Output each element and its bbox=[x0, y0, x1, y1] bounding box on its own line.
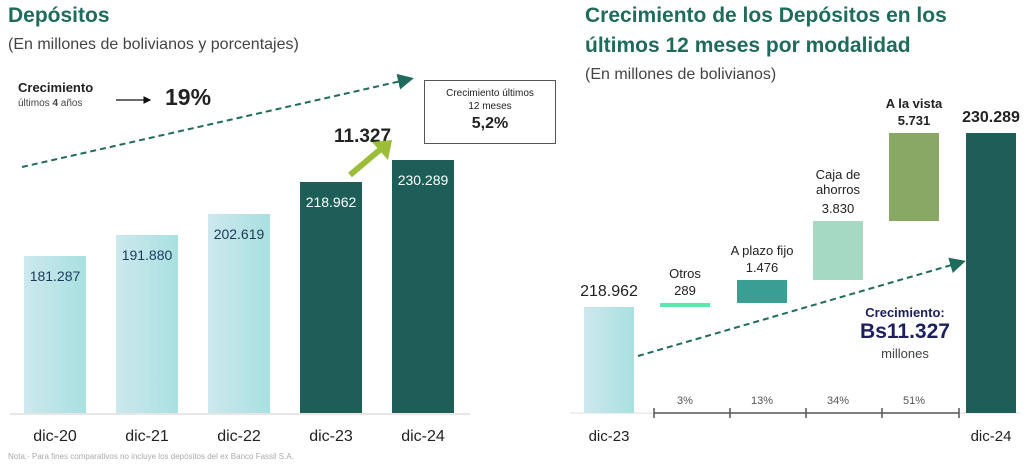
category-label: dic-24 bbox=[970, 428, 1012, 445]
category-label: dic-23 bbox=[588, 428, 630, 445]
right-growth-value: Bs11.327 bbox=[860, 320, 950, 343]
growth-sub-pre: últimos bbox=[18, 98, 53, 109]
waterfall-bar-0 bbox=[584, 306, 634, 413]
trend-arrow-right bbox=[637, 257, 966, 357]
bar-dic-20 bbox=[24, 255, 86, 413]
waterfall-bar-5 bbox=[966, 133, 1016, 413]
box-line1: Crecimiento últimos bbox=[446, 88, 534, 99]
box-value: 5,2% bbox=[471, 115, 509, 132]
waterfall-value-label: 230.289 bbox=[962, 109, 1020, 126]
right-growth-unit: millones bbox=[881, 346, 929, 361]
share-label: 13% bbox=[750, 395, 774, 407]
left-title: Depósitos bbox=[8, 4, 110, 27]
bar-dic-22 bbox=[208, 213, 270, 413]
bar-value-label: 191.880 bbox=[121, 246, 173, 263]
category-label: dic-21 bbox=[125, 428, 169, 445]
waterfall-bar-3 bbox=[813, 221, 863, 280]
share-label: 51% bbox=[902, 395, 926, 407]
box-line2: 12 meses bbox=[468, 101, 512, 112]
waterfall-bar-4 bbox=[889, 133, 939, 222]
share-label: 34% bbox=[826, 395, 850, 407]
footnote: Nota.- Para fines comparativos no incluy… bbox=[8, 452, 294, 461]
waterfall-value-label: 5.731 bbox=[897, 113, 931, 129]
waterfall-category-label: A la vista bbox=[885, 96, 943, 112]
bar-dic-24 bbox=[392, 159, 454, 413]
waterfall-bar-1 bbox=[660, 302, 710, 307]
share-axis bbox=[653, 408, 960, 418]
right-subtitle: (En millones de bolivianos) bbox=[585, 66, 777, 83]
left-subtitle: (En millones de bolivianos y porcentajes… bbox=[8, 36, 299, 53]
growth-12m-box: Crecimiento últimos 12 meses 5,2% bbox=[424, 80, 556, 144]
growth-sub-num: 4 bbox=[52, 98, 59, 109]
waterfall-value-label: 218.962 bbox=[580, 282, 638, 300]
waterfall-value-label: 3.830 bbox=[821, 201, 855, 217]
category-label: dic-23 bbox=[309, 428, 353, 445]
right-title-1: Crecimiento de los Depósitos en los bbox=[585, 4, 947, 27]
bar-value-label: 230.289 bbox=[397, 171, 449, 188]
delta-arrow bbox=[348, 145, 384, 178]
category-label: dic-20 bbox=[33, 428, 77, 445]
bar-value-label: 218.962 bbox=[305, 193, 357, 210]
waterfall-value-label: 289 bbox=[674, 282, 696, 298]
trend-arrow-left bbox=[21, 73, 414, 168]
share-label: 3% bbox=[677, 395, 693, 407]
right-growth-label: Crecimiento: bbox=[865, 305, 945, 320]
waterfall-value-label: 1.476 bbox=[745, 259, 779, 275]
waterfall-category-label: Otros bbox=[669, 265, 701, 281]
bar-dic-21 bbox=[116, 234, 178, 413]
bar-value-label: 202.619 bbox=[213, 225, 265, 242]
waterfall-category-label: Caja de ahorros bbox=[815, 167, 861, 198]
right-title-2: últimos 12 meses por modalidad bbox=[585, 34, 911, 57]
bar-value-label: 181.287 bbox=[29, 267, 81, 284]
waterfall-bar-2 bbox=[737, 279, 787, 303]
bar-dic-23 bbox=[300, 181, 362, 413]
growth-sub-post: años bbox=[58, 98, 83, 109]
growth-sub: últimos 4 años bbox=[18, 98, 82, 109]
category-label: dic-24 bbox=[401, 428, 445, 445]
growth-value: 19% bbox=[165, 84, 212, 110]
right-growth: Crecimiento: Bs11.327 millones bbox=[850, 305, 960, 361]
category-label: dic-22 bbox=[217, 428, 261, 445]
growth-label: Crecimiento bbox=[18, 80, 94, 95]
waterfall-category-label: A plazo fijo bbox=[730, 242, 794, 258]
